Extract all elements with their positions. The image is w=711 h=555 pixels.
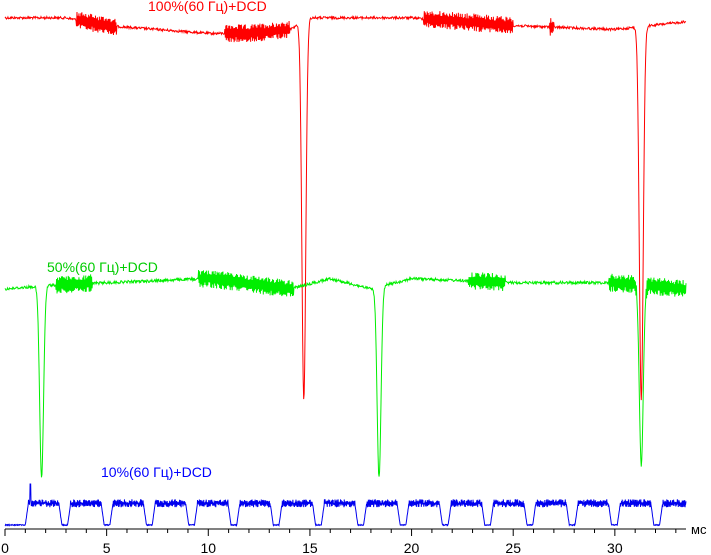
x-tick-label: 30 [607, 540, 623, 555]
x-axis-unit: мс [691, 522, 707, 537]
series-line-50 [4, 269, 687, 478]
x-tick-label: 25 [505, 540, 521, 555]
series-labels: 100%(60 Гц)+DCD 50%(60 Гц)+DCD 10%(60 Гц… [47, 0, 267, 480]
x-tick-label: 10 [200, 540, 216, 555]
x-tick-label: 15 [302, 540, 318, 555]
series-line-100 [4, 11, 687, 401]
series-label-50: 50%(60 Гц)+DCD [47, 259, 158, 275]
series-label-100: 100%(60 Гц)+DCD [148, 0, 267, 14]
series-line-10 [4, 483, 687, 528]
x-tick-label: 5 [103, 540, 111, 555]
x-axis: 0 5 10 15 20 25 30 [1, 528, 686, 555]
traces [4, 11, 687, 528]
x-tick-label: 0 [1, 540, 9, 555]
series-label-10: 10%(60 Гц)+DCD [101, 464, 212, 480]
x-tick-label: 20 [404, 540, 420, 555]
